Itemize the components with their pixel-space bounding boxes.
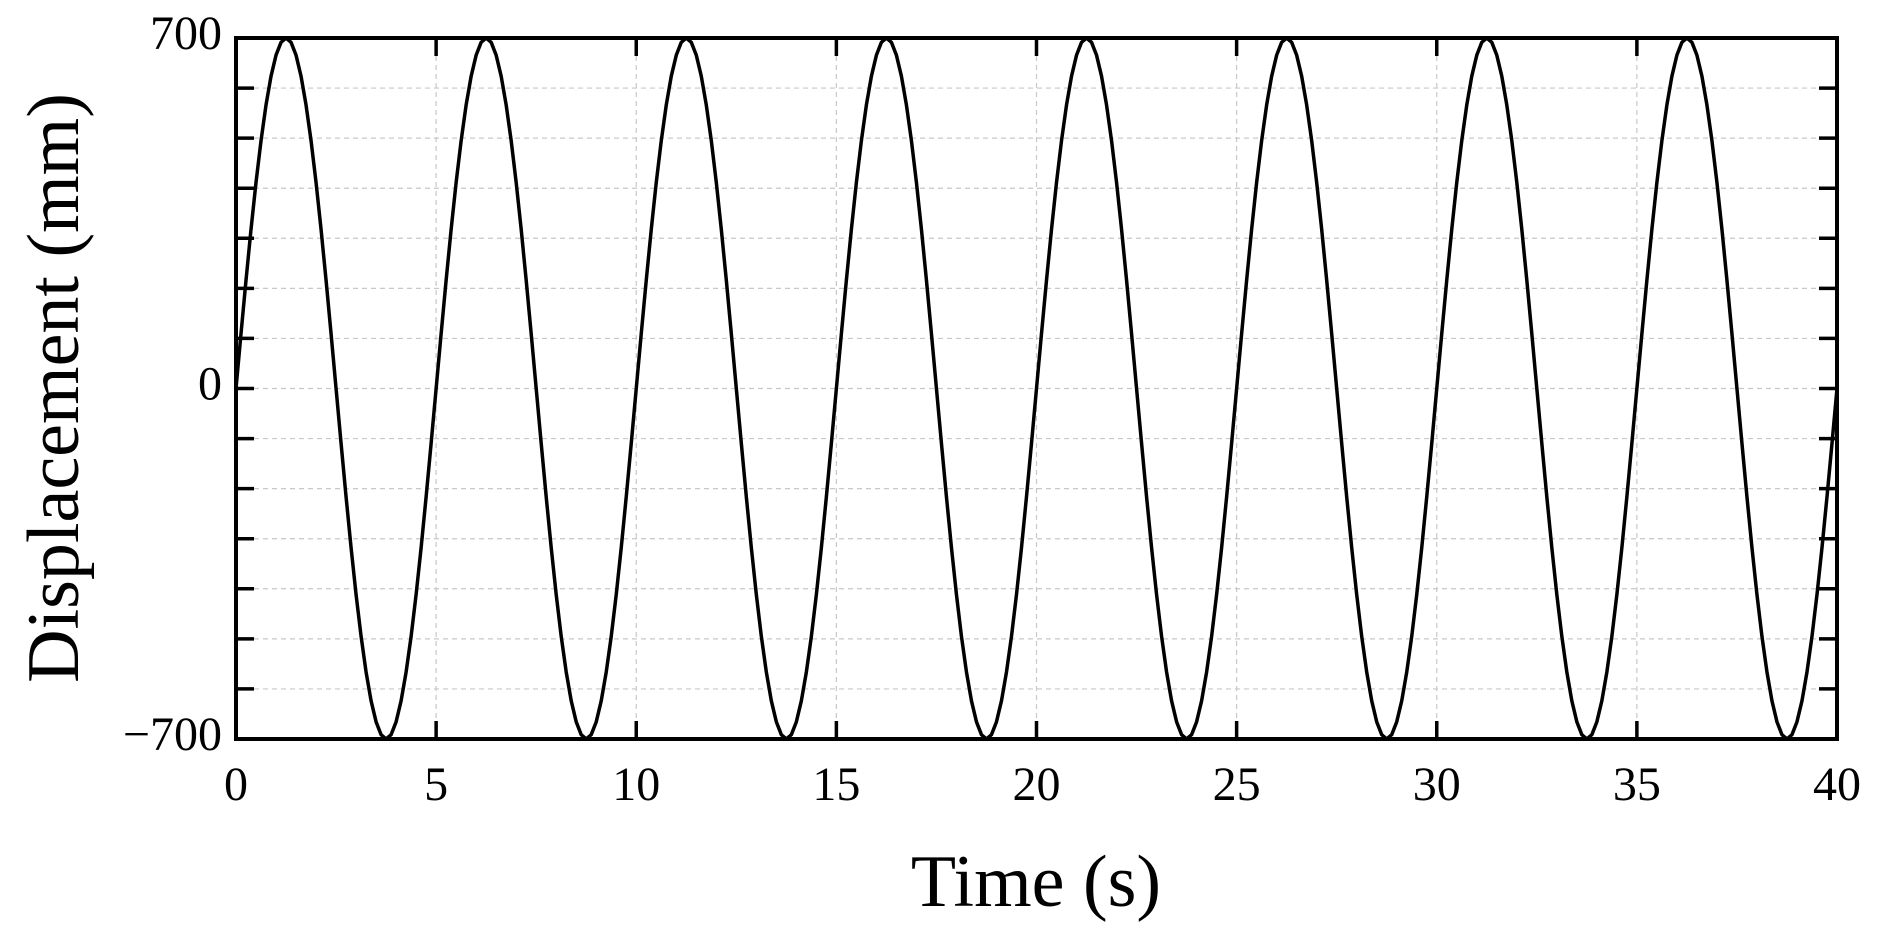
data-line	[234, 36, 1839, 741]
x-axis-label: Time (s)	[911, 841, 1161, 923]
y-axis-label: Displacement (mm)	[13, 93, 95, 683]
x-tick-label: 40	[1813, 758, 1861, 811]
x-tick-label: 0	[224, 758, 248, 811]
y-tick-label: 0	[198, 358, 222, 411]
x-tick-label: 15	[812, 758, 860, 811]
x-tick-label: 5	[424, 758, 448, 811]
x-tick-label: 25	[1213, 758, 1261, 811]
x-tick-label: 35	[1613, 758, 1661, 811]
y-tick-label: 700	[150, 7, 222, 60]
plot-frame	[234, 36, 1839, 741]
y-tick-label: −700	[123, 708, 222, 761]
x-tick-label: 30	[1413, 758, 1461, 811]
x-tick-label: 20	[1013, 758, 1061, 811]
x-tick-label: 10	[612, 758, 660, 811]
